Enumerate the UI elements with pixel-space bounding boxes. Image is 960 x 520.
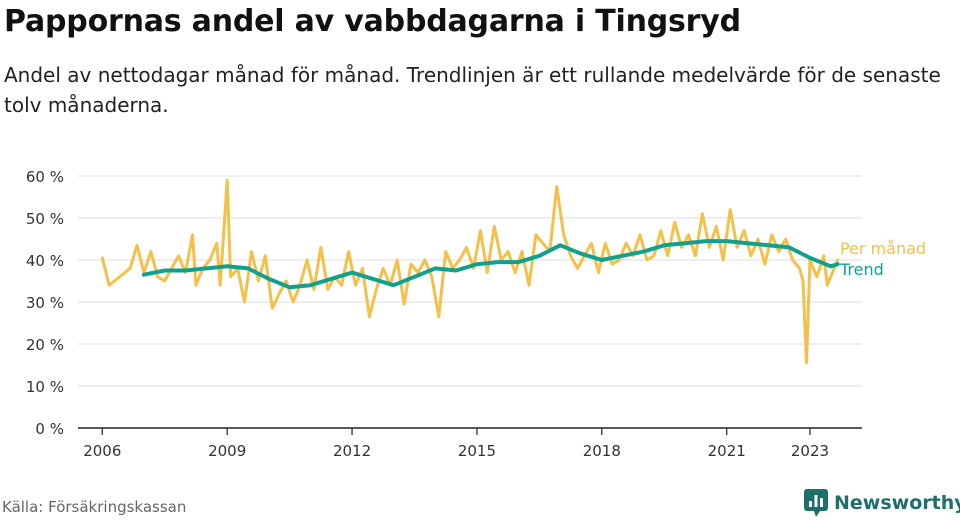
series-label: Per månad xyxy=(840,239,926,258)
x-tick-label: 2015 xyxy=(458,442,496,460)
y-tick-label: 20 % xyxy=(26,336,64,354)
x-tick-label: 2018 xyxy=(583,442,621,460)
source-note: Källa: Försäkringskassan xyxy=(2,498,187,516)
y-tick-label: 50 % xyxy=(26,210,64,228)
brand-name: Newsworthy xyxy=(834,492,960,514)
x-tick-label: 2023 xyxy=(791,442,829,460)
x-tick-label: 2012 xyxy=(333,442,371,460)
series-label: Trend xyxy=(839,260,884,279)
series-line-per-manad xyxy=(100,178,840,365)
y-tick-label: 30 % xyxy=(26,294,64,312)
y-tick-label: 40 % xyxy=(26,252,64,270)
y-axis-ticks: 0 % 10 % 20 % 30 % 40 % 50 % 60 % xyxy=(26,168,64,438)
x-tick-label: 2009 xyxy=(208,442,246,460)
series-lines xyxy=(100,178,840,365)
series-labels: Per månad Trend xyxy=(839,239,926,279)
x-axis-ticks: 2006 2009 2012 2015 2018 2021 2023 xyxy=(78,427,862,460)
newsworthy-chart-icon xyxy=(804,489,828,517)
x-tick-label: 2021 xyxy=(708,442,746,460)
y-tick-label: 10 % xyxy=(26,378,64,396)
y-tick-label: 0 % xyxy=(35,420,64,438)
brand-logo: Newsworthy xyxy=(804,488,960,518)
chart-title: Pappornas andel av vabbdagarna i Tingsry… xyxy=(4,4,741,39)
x-tick-label: 2006 xyxy=(83,442,121,460)
chart-subtitle: Andel av nettodagar månad för månad. Tre… xyxy=(4,63,941,117)
series-line-trend xyxy=(141,239,840,290)
y-tick-label: 60 % xyxy=(26,168,64,186)
